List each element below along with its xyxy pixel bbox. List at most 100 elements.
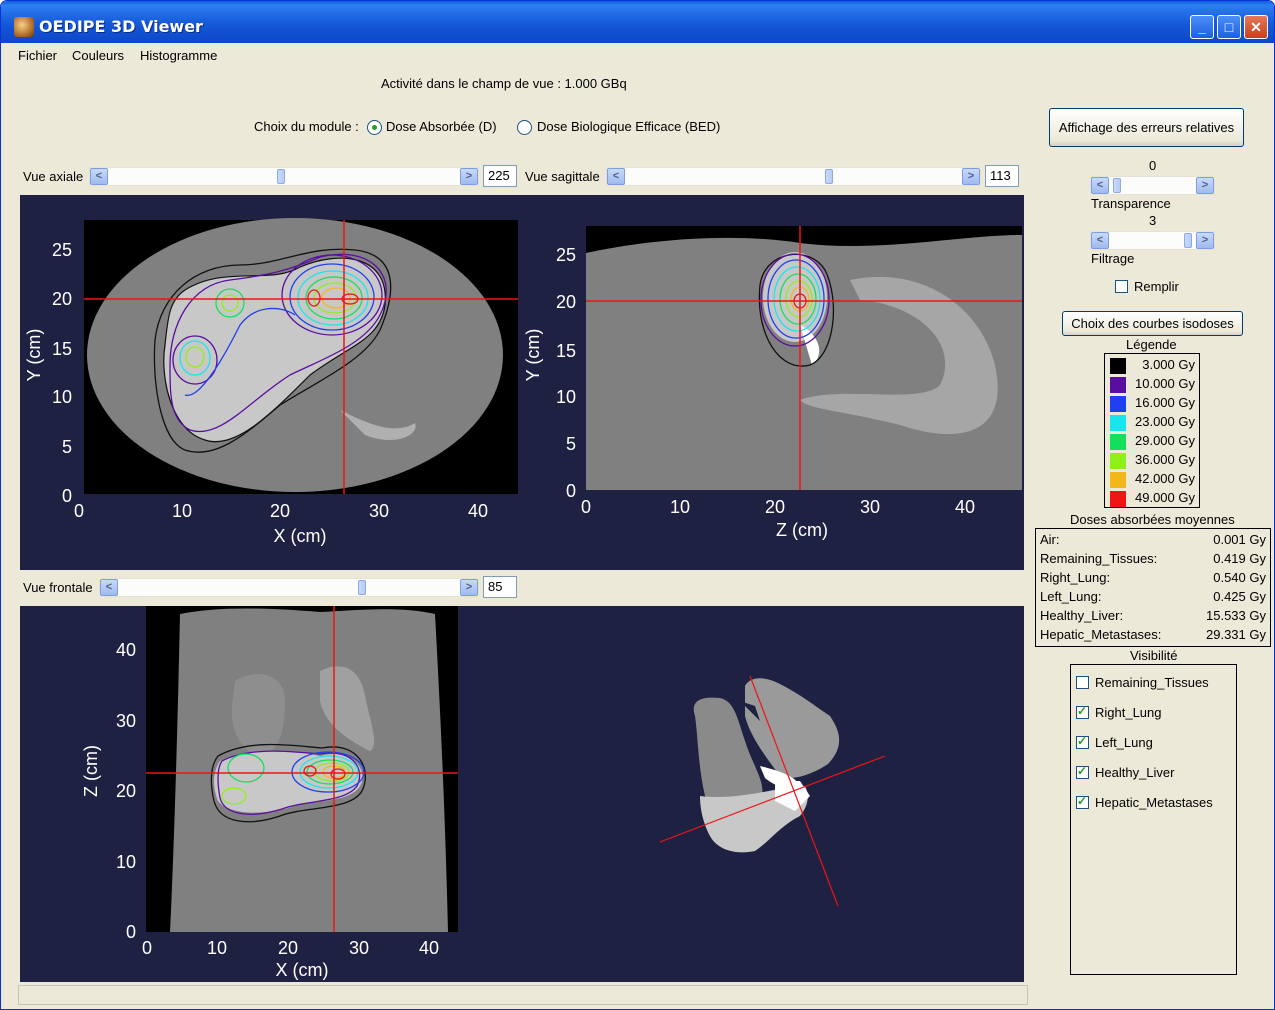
doses-title: Doses absorbées moyennes [1070,512,1235,527]
legend-title: Légende [1126,337,1177,352]
legend-label: 16.000 Gy [1135,395,1195,410]
menu-bar [1,43,1274,69]
axial-slice-input[interactable]: 225 [483,165,517,187]
radio-bed[interactable] [517,120,532,135]
visibility-label[interactable]: Hepatic_Metastases [1095,795,1213,810]
bottom-views-panel: 0 10 20 30 40 0 10 20 30 40 X (cm) Z (cm… [20,606,1024,982]
axial-left-arrow-icon[interactable]: < [90,168,108,185]
remplir-checkbox[interactable] [1115,280,1128,293]
frontal-left-arrow-icon[interactable]: < [100,579,118,596]
menu-fichier[interactable]: Fichier [18,48,58,63]
frontal-right-arrow-icon[interactable]: > [460,579,478,596]
legend-box: 3.000 Gy 10.000 Gy 16.000 Gy 23.000 Gy 29.00… [1104,353,1200,508]
dose-value: 0.001 Gy [1213,532,1266,547]
filtrage-right-arrow-icon[interactable]: > [1196,232,1214,249]
window-title: OEDIPE 3D Viewer [39,17,203,36]
axial-slider-thumb[interactable] [277,169,285,184]
menu-couleurs[interactable]: Couleurs [72,48,125,63]
remplir-label[interactable]: Remplir [1134,279,1179,294]
sagittal-xlabel: Z (cm) [776,520,828,540]
dose-row: Hepatic_Metastases: 29.331 Gy [1040,627,1266,646]
legend-label: 10.000 Gy [1135,376,1195,391]
axial-ytick: 15 [52,339,72,359]
legend-label: 29.000 Gy [1135,433,1195,448]
frontal-ytick: 0 [126,922,136,942]
transparence-left-arrow-icon[interactable]: < [1091,177,1109,194]
visibility-checkbox[interactable] [1076,764,1089,779]
radio-dose-absorbee[interactable] [367,120,382,135]
dose-row: Air: 0.001 Gy [1040,532,1266,551]
legend-item: 10.000 Gy [1105,376,1199,395]
frontal-slider-thumb[interactable] [358,580,366,595]
transparence-slider[interactable]: < > [1090,176,1215,195]
legend-label: 3.000 Gy [1142,357,1195,372]
transparence-label: Transparence [1091,196,1171,211]
relative-errors-button[interactable]: Affichage des erreurs relatives [1049,108,1244,147]
frontal-xtick: 10 [207,938,227,958]
visibility-label[interactable]: Healthy_Liver [1095,765,1175,780]
frontal-ytick: 30 [116,711,136,731]
axial-image [84,218,518,494]
legend-swatch [1110,434,1126,450]
filtrage-slider[interactable]: < > [1090,231,1215,250]
legend-item: 49.000 Gy [1105,490,1199,509]
frontal-slice-input[interactable]: 85 [483,576,517,598]
legend-label: 23.000 Gy [1135,414,1195,429]
activity-label: Activité dans le champ de vue : 1.000 GB… [381,76,627,91]
frontal-ytick: 20 [116,781,136,801]
axial-ytick: 25 [52,240,72,260]
visibility-checkbox[interactable] [1076,704,1089,719]
frontal-xtick: 20 [278,938,298,958]
isodose-curves-button[interactable]: Choix des courbes isodoses [1062,311,1243,336]
radio-bed-label[interactable]: Dose Biologique Efficace (BED) [537,119,721,134]
sagittal-xtick: 20 [765,497,785,517]
visibility-label[interactable]: Left_Lung [1095,735,1153,750]
dose-value: 0.425 Gy [1213,589,1266,604]
axial-ytick: 20 [52,289,72,309]
menu-histogramme[interactable]: Histogramme [140,48,218,63]
sagittal-ytick: 25 [556,245,576,265]
sagittal-slider-thumb[interactable] [825,169,833,184]
visibility-label[interactable]: Remaining_Tissues [1095,675,1209,690]
frontal-slider[interactable]: < > [99,578,479,597]
close-icon[interactable]: ✕ [1244,15,1268,39]
axial-xtick: 40 [468,501,488,521]
frontal-xtick: 40 [419,938,439,958]
axial-slider[interactable]: < > [89,167,479,186]
dose-value: 15.533 Gy [1206,608,1266,623]
legend-swatch [1110,377,1126,393]
sagittal-slice-input[interactable]: 113 [985,165,1019,187]
minimize-icon[interactable]: _ [1190,15,1214,39]
axial-xlabel: X (cm) [274,526,327,546]
transparence-value: 0 [1149,158,1157,173]
filtrage-slider-thumb[interactable] [1184,233,1192,248]
transparence-right-arrow-icon[interactable]: > [1196,177,1214,194]
radio-dose-absorbee-label[interactable]: Dose Absorbée (D) [386,119,497,134]
axial-ytick: 0 [62,486,72,506]
frontal-ytick: 40 [116,640,136,660]
visibility-checkbox[interactable] [1076,734,1089,749]
sagittal-left-arrow-icon[interactable]: < [607,168,625,185]
legend-item: 29.000 Gy [1105,433,1199,452]
transparence-slider-thumb[interactable] [1113,178,1121,193]
filtrage-left-arrow-icon[interactable]: < [1091,232,1109,249]
legend-item: 3.000 Gy [1105,357,1199,376]
sagittal-slider[interactable]: < > [606,167,981,186]
axial-right-arrow-icon[interactable]: > [460,168,478,185]
sagittal-right-arrow-icon[interactable]: > [962,168,980,185]
sagittal-view-label: Vue sagittale [525,169,600,184]
visibility-checkbox[interactable] [1076,794,1089,809]
sagittal-ylabel: Y (cm) [523,329,543,382]
frontal-ylabel: Z (cm) [81,745,101,797]
axial-xtick: 0 [74,501,84,521]
maximize-icon[interactable]: □ [1217,15,1241,39]
app-logo-icon [14,17,34,37]
legend-swatch [1110,491,1126,507]
visibility-checkbox[interactable] [1076,676,1089,689]
visibility-label[interactable]: Right_Lung [1095,705,1162,720]
dose-organ: Left_Lung: [1040,589,1102,604]
filtrage-label: Filtrage [1091,251,1135,266]
organ-3d-render[interactable] [659,675,886,907]
dose-organ: Remaining_Tissues: [1040,551,1158,566]
